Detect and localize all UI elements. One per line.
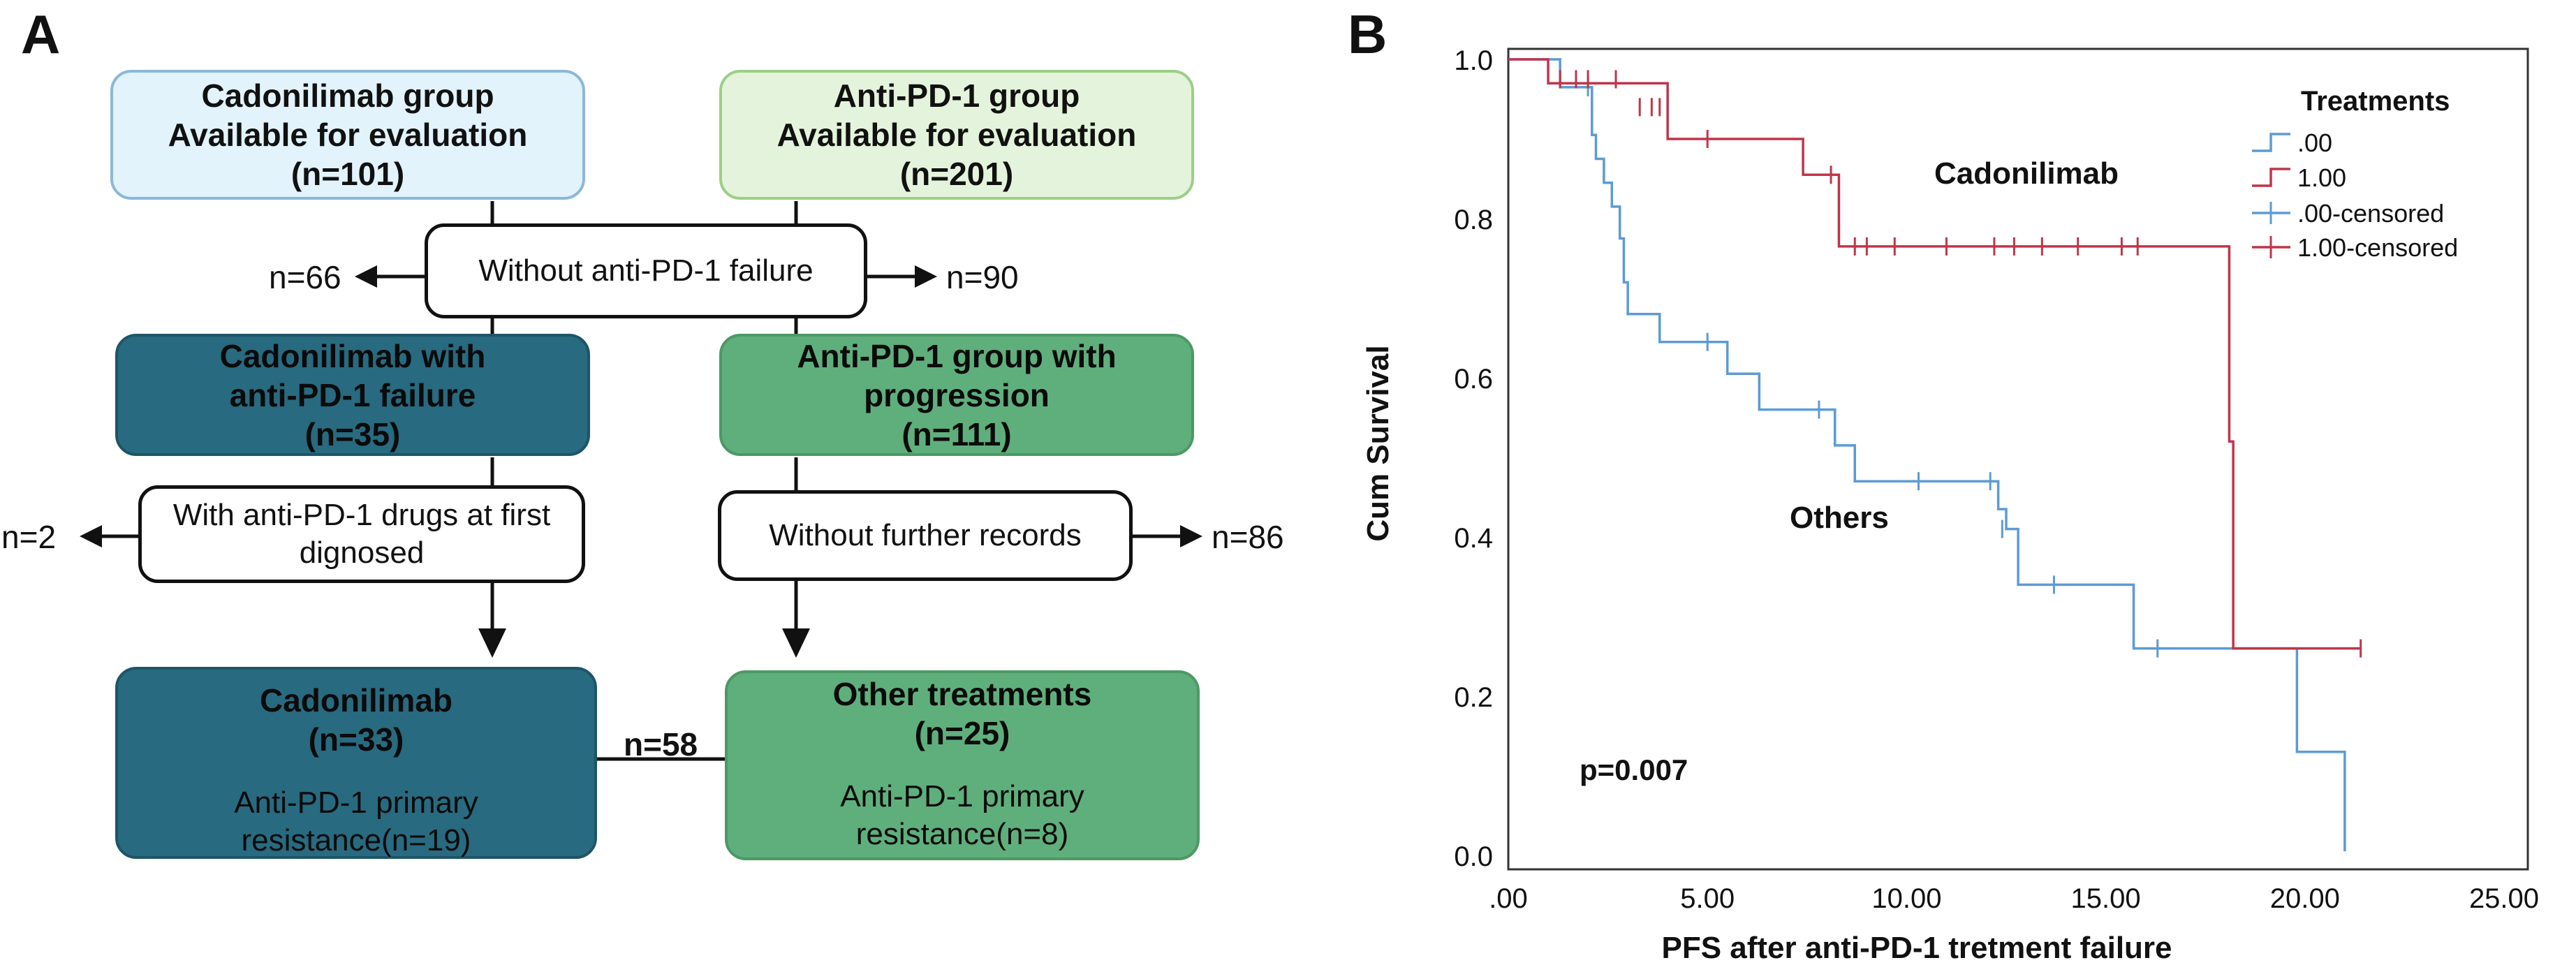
box-cadonilimab-with-failure-line1: Cadonilimab with — [219, 337, 486, 374]
box-cadonilimab-with-failure-line3: (n=35) — [304, 415, 401, 452]
excluded-n90: n=90 — [946, 259, 1019, 295]
p-value-label: p=0.007 — [1580, 753, 1688, 786]
box-anti-pd1-progression-line2: progression — [864, 376, 1050, 413]
box-anti-pd1-progression: Anti-PD-1 group with progression (n=111) — [719, 334, 1194, 456]
box-other-treatments-final-sub1: Anti-PD-1 primary — [840, 779, 1084, 813]
box-anti-pd1-available-line2: Available for evaluation — [777, 117, 1137, 153]
box-with-anti-pd1-first-diagnosed-line1: With anti-PD-1 drugs at first — [172, 498, 551, 532]
km-curve-cadonilimab — [1508, 58, 2361, 650]
y-tick-label: 0.8 — [1454, 205, 1493, 235]
cadonilimab-curve-label: Cadonilimab — [1934, 156, 2119, 191]
box-cadonilimab-with-failure: Cadonilimab with anti-PD-1 failure (n=35… — [115, 334, 590, 456]
box-other-treatments-final-sub2: resistance(n=8) — [855, 817, 1069, 851]
box-cadonilimab-with-failure-line2: anti-PD-1 failure — [229, 376, 476, 413]
box-anti-pd1-available: Anti-PD-1 group Available for evaluation… — [719, 70, 1194, 200]
panel-b-letter: B — [1348, 3, 1388, 65]
box-cadonilimab-available-line2: Available for evaluation — [168, 117, 528, 153]
legend-entry: .00-censored — [2297, 199, 2444, 228]
box-cadonilimab-final-title: Cadonilimab — [259, 682, 453, 719]
box-without-anti-pd1-failure-text: Without anti-PD-1 failure — [478, 253, 814, 288]
box-cadonilimab-final-n: (n=33) — [308, 721, 404, 758]
km-series — [1508, 58, 2362, 852]
box-other-treatments-final: Other treatments (n=25) Anti-PD-1 primar… — [725, 670, 1200, 860]
x-tick-label: 5.00 — [1680, 883, 1735, 914]
box-cadonilimab-final-sub1: Anti-PD-1 primary — [234, 786, 478, 820]
legend-entry: 1.00-censored — [2297, 233, 2458, 262]
legend-swatch — [2252, 133, 2290, 152]
plot-frame — [1507, 47, 2529, 871]
km-legend: .00 1.00 .00-censored 1.00-censored — [2252, 128, 2458, 262]
box-without-further-records-text: Without further records — [769, 518, 1082, 552]
box-other-treatments-final-n: (n=25) — [914, 715, 1010, 751]
excluded-n86: n=86 — [1212, 519, 1284, 555]
x-tick-label: 20.00 — [2270, 883, 2340, 914]
box-cadonilimab-final-sub2: resistance(n=19) — [241, 823, 471, 857]
box-cadonilimab-available-line1: Cadonilimab group — [201, 78, 494, 114]
legend-swatch — [2252, 168, 2290, 187]
legend-entry: 1.00 — [2297, 163, 2346, 192]
box-without-anti-pd1-failure: Without anti-PD-1 failure — [425, 223, 867, 318]
total-n58-label: n=58 — [624, 726, 698, 763]
y-tick-label: 0.2 — [1454, 682, 1493, 713]
box-cadonilimab-final: Cadonilimab (n=33) Anti-PD-1 primary res… — [115, 667, 597, 859]
legend-entry: .00 — [2297, 128, 2332, 157]
x-tick-label: 25.00 — [2469, 883, 2539, 914]
box-anti-pd1-progression-line3: (n=111) — [901, 415, 1012, 452]
box-cadonilimab-available: Cadonilimab group Available for evaluati… — [110, 70, 585, 200]
box-without-further-records: Without further records — [718, 490, 1133, 581]
km-axes: 0.0 0.2 0.4 0.6 0.8 1.0 .00 5.00 10.00 15.00 20.00… — [1454, 45, 2539, 914]
y-tick-label: 0.6 — [1454, 364, 1493, 395]
box-cadonilimab-available-line3: (n=101) — [290, 156, 405, 192]
legend-title: Treatments — [2301, 86, 2450, 117]
box-other-treatments-final-title: Other treatments — [832, 676, 1092, 712]
y-tick-label: 0.4 — [1454, 523, 1493, 554]
others-curve-label: Others — [1790, 501, 1889, 535]
box-anti-pd1-available-line1: Anti-PD-1 group — [833, 78, 1080, 114]
y-tick-label: 1.0 — [1454, 45, 1493, 76]
box-anti-pd1-available-line3: (n=201) — [899, 156, 1014, 192]
box-anti-pd1-progression-line1: Anti-PD-1 group with — [797, 337, 1117, 374]
excluded-n2: n=2 — [1, 519, 57, 555]
y-axis-label: Cum Survival — [1361, 345, 1395, 541]
x-tick-label: 10.00 — [1871, 883, 1941, 914]
kaplan-meier-chart: 0.0 0.2 0.4 0.6 0.8 1.0 .00 5.00 10.00 15.00 20.00… — [1361, 45, 2539, 965]
y-tick-label: 0.0 — [1454, 841, 1493, 872]
excluded-n66: n=66 — [269, 259, 341, 295]
panel-a-letter: A — [21, 3, 61, 65]
km-curve-others — [1508, 58, 2346, 852]
box-with-anti-pd1-first-diagnosed: With anti-PD-1 drugs at first dignosed — [138, 485, 585, 583]
x-tick-label: .00 — [1489, 883, 1528, 914]
x-axis-label: PFS after anti-PD-1 tretment failure — [1661, 931, 2172, 965]
box-with-anti-pd1-first-diagnosed-line2: dignosed — [299, 536, 425, 570]
x-tick-label: 15.00 — [2071, 883, 2141, 914]
